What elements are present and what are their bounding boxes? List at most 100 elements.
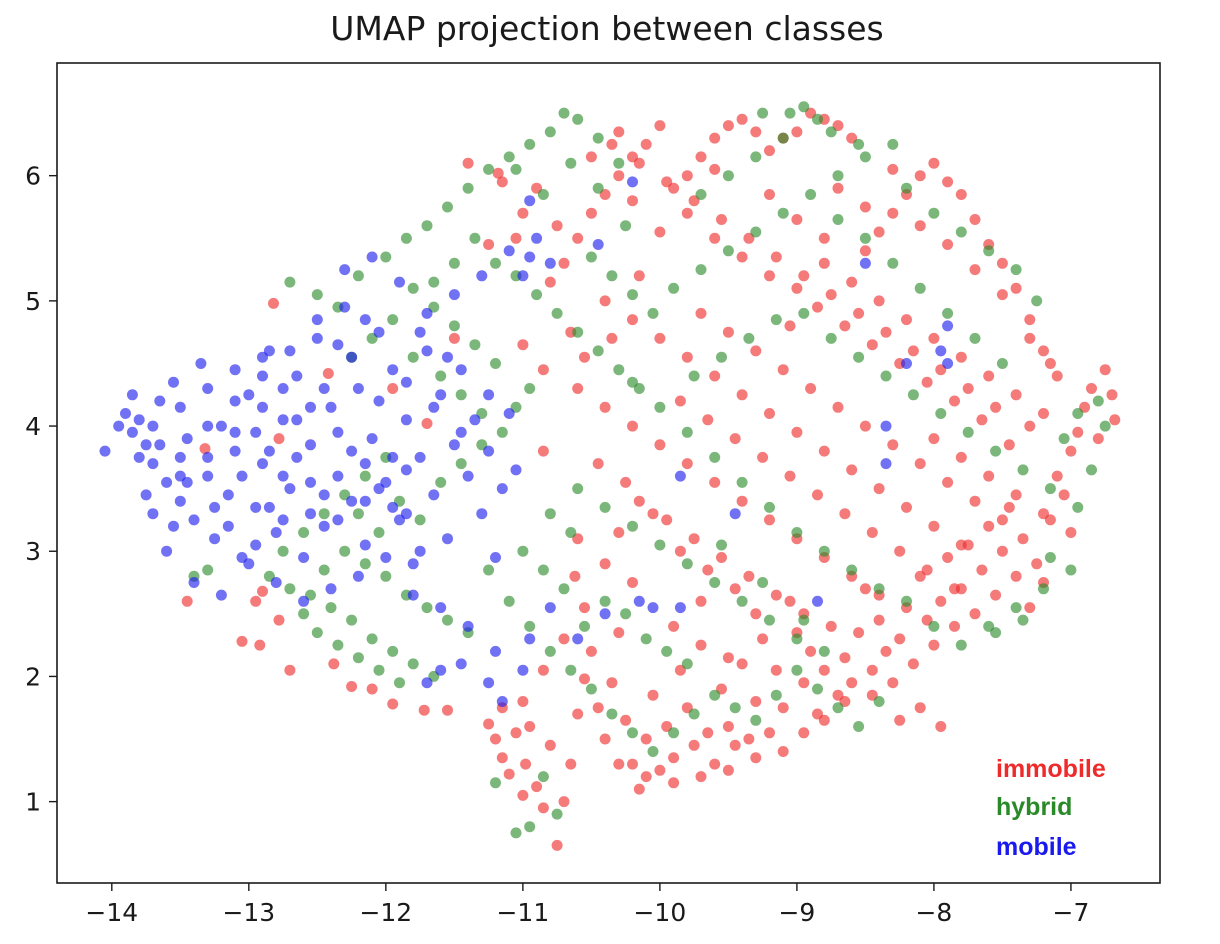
point-immobile: [620, 476, 632, 488]
point-immobile: [955, 451, 967, 463]
point-hybrid: [743, 332, 755, 344]
point-immobile: [633, 495, 645, 507]
point-immobile: [914, 220, 926, 232]
point-hybrid: [592, 132, 604, 144]
point-mobile: [311, 332, 323, 344]
point-immobile: [914, 170, 926, 182]
point-immobile: [579, 602, 590, 614]
point-immobile: [873, 226, 885, 238]
point-hybrid: [352, 508, 364, 520]
point-hybrid: [1086, 464, 1097, 476]
point-immobile: [558, 633, 570, 645]
point-immobile: [1010, 389, 1022, 401]
point-hybrid: [647, 307, 659, 319]
point-hybrid: [955, 639, 967, 651]
point-immobile: [928, 157, 940, 169]
point-immobile: [818, 257, 830, 269]
point-immobile: [784, 470, 796, 482]
point-mobile: [483, 389, 495, 401]
point-immobile: [1024, 602, 1036, 614]
point-hybrid: [1072, 408, 1084, 419]
point-immobile: [492, 167, 504, 179]
point-mobile: [332, 426, 344, 438]
point-immobile: [853, 627, 865, 639]
point-immobile: [613, 758, 625, 770]
point-immobile: [770, 664, 782, 676]
point-mobile: [490, 552, 501, 563]
point-hybrid: [565, 157, 577, 169]
point-immobile: [1038, 508, 1049, 520]
point-hybrid: [572, 326, 584, 338]
point-mobile: [209, 501, 221, 513]
point-mobile: [880, 458, 892, 470]
point-hybrid: [805, 189, 817, 200]
point-mobile: [428, 401, 440, 413]
point-hybrid: [565, 664, 577, 676]
point-hybrid: [791, 664, 803, 676]
point-mobile: [517, 270, 529, 282]
point-immobile: [613, 126, 625, 138]
point-mobile: [99, 445, 111, 457]
point-mobile: [359, 495, 371, 507]
point-immobile: [640, 138, 652, 150]
point-immobile: [654, 764, 666, 776]
point-mobile: [154, 395, 166, 407]
point-immobile: [942, 176, 954, 188]
point-immobile: [832, 182, 844, 194]
point-mobile: [202, 383, 214, 394]
point-immobile: [894, 633, 906, 645]
point-hybrid: [681, 658, 693, 670]
point-hybrid: [654, 539, 666, 551]
point-immobile: [654, 332, 666, 344]
point-hybrid: [1058, 433, 1070, 445]
point-immobile: [517, 339, 529, 351]
point-mobile: [531, 232, 543, 244]
point-mobile: [277, 414, 289, 426]
point-mobile: [168, 520, 179, 532]
point-mobile: [284, 345, 296, 357]
point-immobile: [268, 297, 279, 309]
point-mobile: [318, 520, 330, 532]
point-mobile: [195, 358, 207, 369]
point-immobile: [537, 364, 549, 376]
y-tick-label: 1: [25, 788, 41, 817]
point-hybrid: [414, 514, 426, 526]
point-immobile: [873, 483, 885, 495]
point-hybrid: [1065, 564, 1077, 576]
point-immobile: [517, 207, 529, 219]
point-immobile: [990, 589, 1002, 601]
point-immobile: [716, 214, 727, 225]
point-immobile: [328, 658, 340, 670]
point-immobile: [894, 545, 906, 557]
point-immobile: [907, 345, 919, 357]
point-hybrid: [455, 458, 467, 470]
point-hybrid: [202, 564, 214, 576]
point-mobile: [503, 245, 515, 257]
point-hybrid: [901, 595, 912, 607]
point-hybrid: [387, 645, 399, 657]
point-hybrid: [640, 633, 652, 645]
point-mobile: [544, 602, 556, 614]
point-hybrid: [969, 332, 981, 344]
point-hybrid: [777, 207, 789, 219]
point-mobile: [490, 645, 501, 657]
point-hybrid: [935, 408, 947, 419]
point-mobile: [572, 633, 584, 645]
point-immobile: [880, 326, 892, 338]
legend-label-mobile: mobile: [996, 833, 1077, 861]
point-immobile: [736, 389, 748, 401]
point-hybrid: [846, 564, 858, 576]
point-hybrid: [380, 570, 392, 582]
point-mobile: [428, 489, 440, 501]
point-hybrid: [442, 614, 453, 626]
point-hybrid: [332, 639, 344, 651]
point-mobile: [442, 351, 453, 363]
point-hybrid: [592, 182, 604, 194]
point-hybrid: [606, 270, 618, 282]
point-mobile: [174, 495, 186, 507]
point-immobile: [825, 289, 837, 301]
point-immobile: [846, 677, 858, 689]
point-mobile: [592, 239, 604, 250]
point-immobile: [418, 704, 430, 716]
point-immobile: [688, 739, 700, 751]
